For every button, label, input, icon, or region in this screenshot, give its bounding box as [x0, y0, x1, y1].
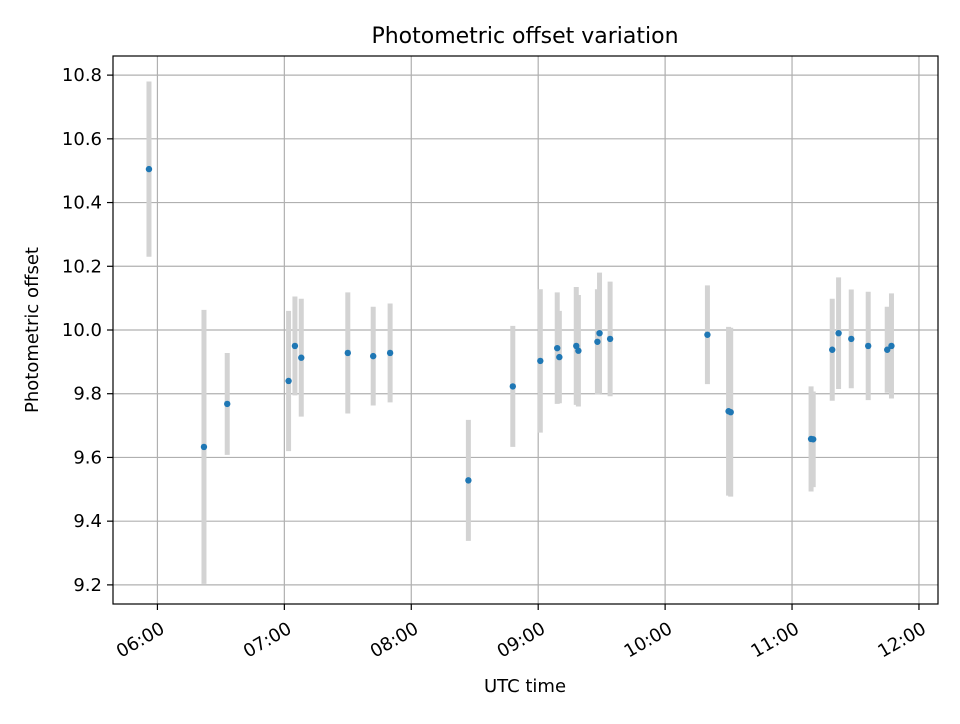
data-point: [285, 377, 292, 385]
data-point: [884, 346, 891, 353]
data-point: [224, 400, 231, 408]
data-point: [573, 342, 580, 350]
data-point: [465, 477, 472, 484]
data-point: [575, 347, 582, 354]
y-axis-ticks: 9.2 9.4 9.6 9.8 10.0 10.2 10.4 10.6 10.8: [62, 65, 113, 596]
y-tick-label: 10.0: [62, 320, 102, 341]
data-point: [727, 409, 734, 416]
y-tick-label: 9.2: [73, 575, 102, 596]
chart-title: Photometric offset variation: [371, 24, 678, 49]
data-point: [704, 331, 711, 338]
data-point: [344, 349, 352, 357]
y-tick-label: 10.4: [62, 193, 102, 214]
data-point: [145, 165, 153, 173]
data-points: [145, 165, 895, 484]
y-tick-label: 10.8: [62, 65, 102, 86]
data-point: [835, 329, 842, 337]
y-tick-label: 9.6: [73, 447, 102, 468]
data-point: [291, 342, 299, 350]
x-axis-label: UTC time: [484, 676, 566, 697]
data-point: [369, 352, 377, 360]
y-axis-label: Photometric offset: [22, 247, 43, 413]
data-point: [298, 354, 305, 361]
data-point: [809, 436, 817, 443]
data-point: [537, 357, 544, 365]
data-point: [864, 342, 872, 350]
data-point: [848, 335, 855, 343]
data-point: [829, 346, 836, 353]
data-point: [594, 338, 601, 345]
grid: [113, 56, 938, 604]
y-tick-label: 9.4: [73, 511, 102, 532]
data-point: [556, 353, 563, 361]
y-tick-label: 10.2: [62, 256, 102, 277]
data-point: [554, 344, 561, 352]
data-point: [200, 443, 208, 451]
data-point: [596, 329, 603, 337]
y-tick-label: 9.8: [73, 384, 102, 405]
data-point: [888, 342, 895, 350]
data-point: [509, 383, 517, 390]
y-tick-label: 10.6: [62, 129, 102, 150]
data-point: [606, 335, 614, 343]
data-point: [386, 349, 394, 357]
